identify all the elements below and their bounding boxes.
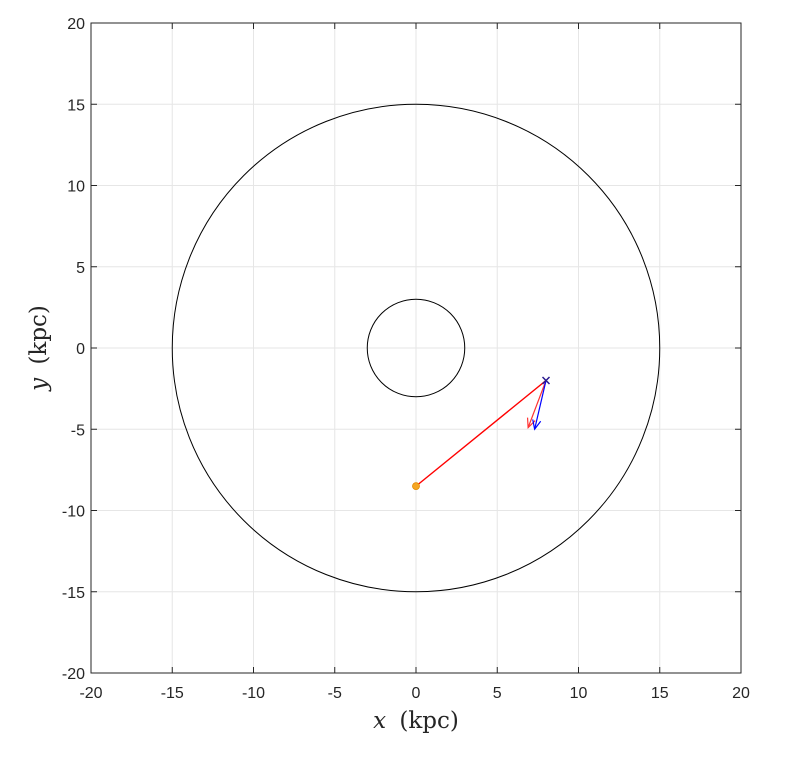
y-tick-label: 10 bbox=[67, 179, 85, 196]
x-marker-stroke bbox=[541, 376, 551, 385]
x-tick-label: 5 bbox=[493, 685, 502, 702]
x-axis-variable: x bbox=[373, 708, 386, 734]
x-tick-label: -5 bbox=[328, 685, 342, 702]
x-tick-label: 0 bbox=[412, 685, 421, 702]
x-axis-label: x (kpc) bbox=[373, 708, 459, 734]
y-axis-label: y (kpc) bbox=[26, 305, 52, 392]
inner-circle bbox=[366, 298, 466, 398]
y-tick-label: -10 bbox=[62, 504, 85, 521]
y-tick-label: -5 bbox=[71, 422, 85, 439]
y-tick-label: 15 bbox=[67, 97, 85, 114]
y-axis-unit: (kpc) bbox=[26, 305, 52, 365]
arrow-head bbox=[532, 419, 542, 431]
x-tick-label: -15 bbox=[161, 685, 184, 702]
sun-marker bbox=[412, 482, 420, 491]
x-tick-label: 10 bbox=[570, 685, 588, 702]
x-tick-label: -10 bbox=[242, 685, 265, 702]
arrow-shaft bbox=[527, 380, 547, 428]
y-tick-label: -20 bbox=[62, 666, 85, 683]
outer-circle bbox=[171, 103, 661, 593]
y-tick-labels: -20 -15 -10 -5 0 5 10 15 20 bbox=[62, 16, 85, 683]
arrow-shaft bbox=[534, 380, 547, 430]
x-tick-labels: -20 -15 -10 -5 0 5 10 15 20 bbox=[79, 685, 750, 702]
plot-shapes bbox=[171, 103, 661, 593]
grid bbox=[90, 22, 742, 674]
y-tick-label: 20 bbox=[67, 16, 85, 33]
blue-velocity-arrow bbox=[532, 380, 547, 431]
x-axis-unit: (kpc) bbox=[399, 708, 459, 734]
y-tick-label: 0 bbox=[76, 341, 85, 358]
tick-marks bbox=[90, 22, 742, 674]
target-x-marker bbox=[541, 376, 551, 385]
y-axis-variable: y bbox=[26, 377, 52, 392]
x-tick-label: -20 bbox=[79, 685, 102, 702]
x-tick-label: 15 bbox=[651, 685, 669, 702]
sun-to-target-line bbox=[415, 379, 547, 487]
x-tick-label: 20 bbox=[732, 685, 750, 702]
y-tick-label: 5 bbox=[76, 260, 85, 277]
y-tick-label: -15 bbox=[62, 585, 85, 602]
